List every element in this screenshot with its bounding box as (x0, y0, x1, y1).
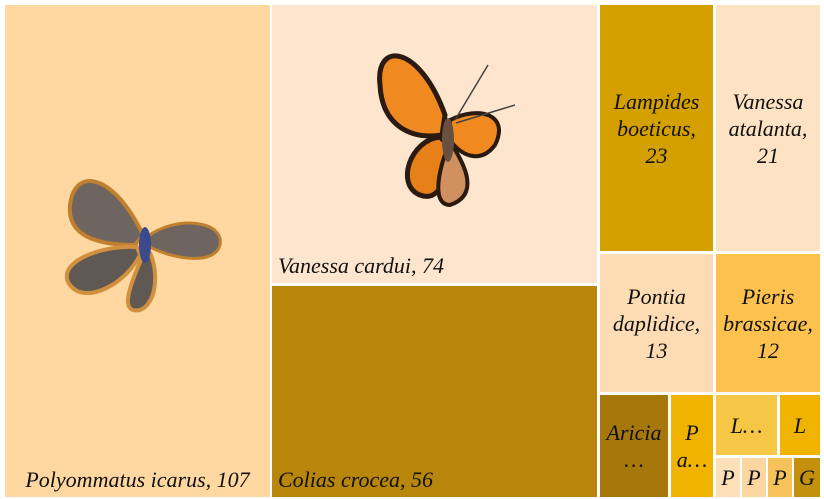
treemap-tile: P (742, 458, 766, 497)
treemap-tile: L… (716, 395, 777, 455)
treemap-tile: G (794, 458, 820, 497)
tile-label: P (747, 465, 761, 490)
tile-label: Pontia daplidice, 13 (612, 283, 701, 363)
treemap-tile: Pontia daplidice, 13 (600, 254, 713, 392)
tile-label: L (793, 412, 807, 438)
treemap-tile: Polyommatus icarus, 107 (5, 5, 270, 497)
treemap-tile: Vanessa atalanta, 21 (716, 5, 820, 251)
treemap-tile: Vanessa cardui, 74 (272, 5, 597, 283)
tile-label: Colias crocea, 56 (278, 467, 433, 492)
tile-label: Lampides boeticus, 23 (613, 88, 700, 168)
tile-label: P (721, 465, 735, 490)
tile-label: P a… (676, 420, 708, 472)
tile-label: G (799, 465, 815, 490)
treemap-tile: Colias crocea, 56 (272, 286, 597, 497)
treemap-tile: L (780, 395, 820, 455)
treemap-tile: P (768, 458, 792, 497)
treemap-tile: Pieris brassicae, 12 (716, 254, 820, 392)
tile-label: Pieris brassicae, 12 (723, 283, 813, 363)
tile-label: P (773, 465, 787, 490)
tile-label: Polyommatus icarus, 107 (25, 467, 250, 492)
tile-label: Vanessa cardui, 74 (278, 253, 445, 278)
treemap-tile: P a… (671, 395, 713, 497)
treemap-tile: Aricia… (600, 395, 668, 497)
tile-label: Vanessa atalanta, 21 (728, 88, 808, 168)
treemap-tile: P (716, 458, 740, 497)
tile-label: Aricia… (606, 420, 662, 472)
tile-label: L… (730, 412, 763, 438)
treemap-tile: Lampides boeticus, 23 (600, 5, 713, 251)
